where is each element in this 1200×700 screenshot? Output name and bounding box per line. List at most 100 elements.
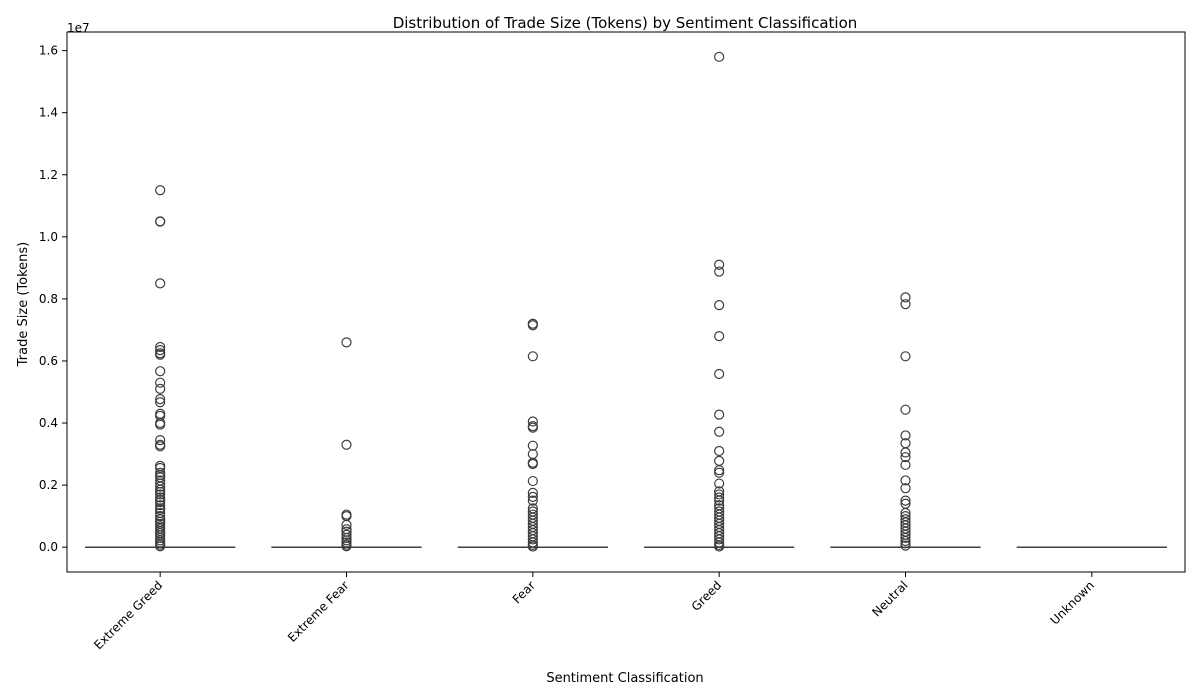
x-tick-label: Unknown (1048, 578, 1097, 627)
outlier-point (527, 495, 538, 506)
y-tick-label: 1.0 (39, 230, 58, 244)
outlier-point (527, 416, 538, 427)
outlier-point (527, 491, 538, 502)
box-group (271, 337, 422, 552)
outlier-point (714, 541, 725, 552)
outlier-point (527, 320, 538, 331)
outlier-point (155, 419, 166, 430)
outlier-point (714, 467, 725, 478)
y-tick-label: 1.4 (39, 106, 58, 120)
outlier-point (155, 511, 166, 522)
outlier-point (341, 519, 352, 530)
outlier-point (527, 534, 538, 545)
outlier-point (155, 377, 166, 388)
outlier-point (341, 541, 352, 552)
outlier-point (527, 351, 538, 362)
x-tick-label: Greed (689, 578, 725, 614)
outlier-point (900, 483, 911, 494)
outlier-point (155, 278, 166, 289)
outlier-point (900, 447, 911, 458)
outlier-point (900, 292, 911, 303)
x-axis-label: Sentiment Classification (546, 671, 703, 686)
outlier-point (155, 478, 166, 489)
outlier-point (155, 492, 166, 503)
box-groups (84, 51, 1168, 552)
outlier-point (155, 397, 166, 408)
x-axis-ticks: Extreme Greed Extreme Fear Fear Greed Neutra… (91, 572, 1097, 652)
outlier-point (714, 534, 725, 545)
outlier-point (714, 537, 725, 548)
outlier-point (341, 337, 352, 348)
chart-title: Distribution of Trade Size (Tokens) by S… (393, 14, 858, 32)
outlier-point (900, 452, 911, 463)
outlier-point (155, 341, 166, 353)
outlier-point (341, 529, 352, 540)
y-axis-label: Trade Size (Tokens) (16, 242, 31, 367)
outlier-point (714, 300, 725, 311)
outlier-point (714, 445, 725, 457)
outlier-point (527, 537, 538, 548)
outlier-point (714, 492, 725, 503)
outlier-point (714, 495, 725, 506)
outlier-point (155, 489, 166, 500)
outlier-point (714, 489, 725, 500)
outlier-point (155, 541, 166, 552)
outlier-point (527, 458, 538, 470)
outlier-point (341, 439, 352, 450)
y-tick-label: 0.4 (39, 416, 58, 430)
y-axis-ticks: 0.0 0.2 0.4 0.6 0.8 1.0 1.2 1.4 1.6 (39, 44, 67, 554)
outlier-point (155, 345, 166, 356)
outlier-point (155, 366, 166, 377)
outlier-point (900, 495, 911, 506)
y-tick-label: 1.2 (39, 168, 58, 182)
outlier-point (900, 299, 911, 310)
outlier-point (714, 409, 725, 420)
outlier-point (527, 475, 538, 487)
y-axis-offset-label: 1e7 (67, 21, 90, 35)
outlier-point (527, 422, 538, 433)
box-group (643, 51, 795, 552)
box-group (830, 292, 981, 551)
outlier-point (900, 351, 911, 362)
outlier-point (155, 500, 166, 511)
outlier-point (900, 459, 911, 471)
outlier-point (155, 467, 166, 478)
outlier-point (527, 541, 538, 552)
outlier-point (900, 404, 911, 415)
outlier-point (341, 532, 352, 543)
outlier-point (714, 368, 725, 380)
outlier-point (714, 51, 725, 62)
y-tick-label: 0.6 (39, 354, 58, 368)
outlier-point (155, 383, 166, 394)
y-tick-label: 0.0 (39, 540, 58, 554)
plot-frame (66, 31, 1186, 573)
outlier-point (155, 481, 166, 492)
outlier-point (714, 259, 725, 270)
outlier-point (527, 487, 538, 498)
outlier-point (714, 266, 725, 277)
outlier-point (714, 455, 725, 466)
outlier-point (900, 430, 911, 441)
outlier-point (155, 216, 166, 227)
outlier-point (900, 540, 911, 551)
outlier-point (155, 408, 166, 419)
outlier-point (155, 486, 166, 498)
y-tick-label: 0.2 (39, 478, 58, 492)
outlier-point (155, 435, 166, 446)
x-tick-label: Neutral (869, 578, 910, 619)
outlier-point (155, 441, 166, 452)
outlier-point (714, 465, 725, 476)
outlier-point (900, 535, 911, 547)
box-group (457, 318, 609, 552)
outlier-point (155, 349, 166, 360)
outlier-point (714, 478, 725, 489)
outlier-point (527, 448, 538, 460)
outlier-point (155, 185, 166, 196)
outlier-point (900, 532, 911, 543)
outlier-point (155, 532, 166, 543)
y-tick-label: 1.6 (39, 44, 58, 58)
outlier-point (714, 426, 725, 437)
y-tick-label: 0.8 (39, 292, 58, 306)
box-group (84, 185, 236, 552)
